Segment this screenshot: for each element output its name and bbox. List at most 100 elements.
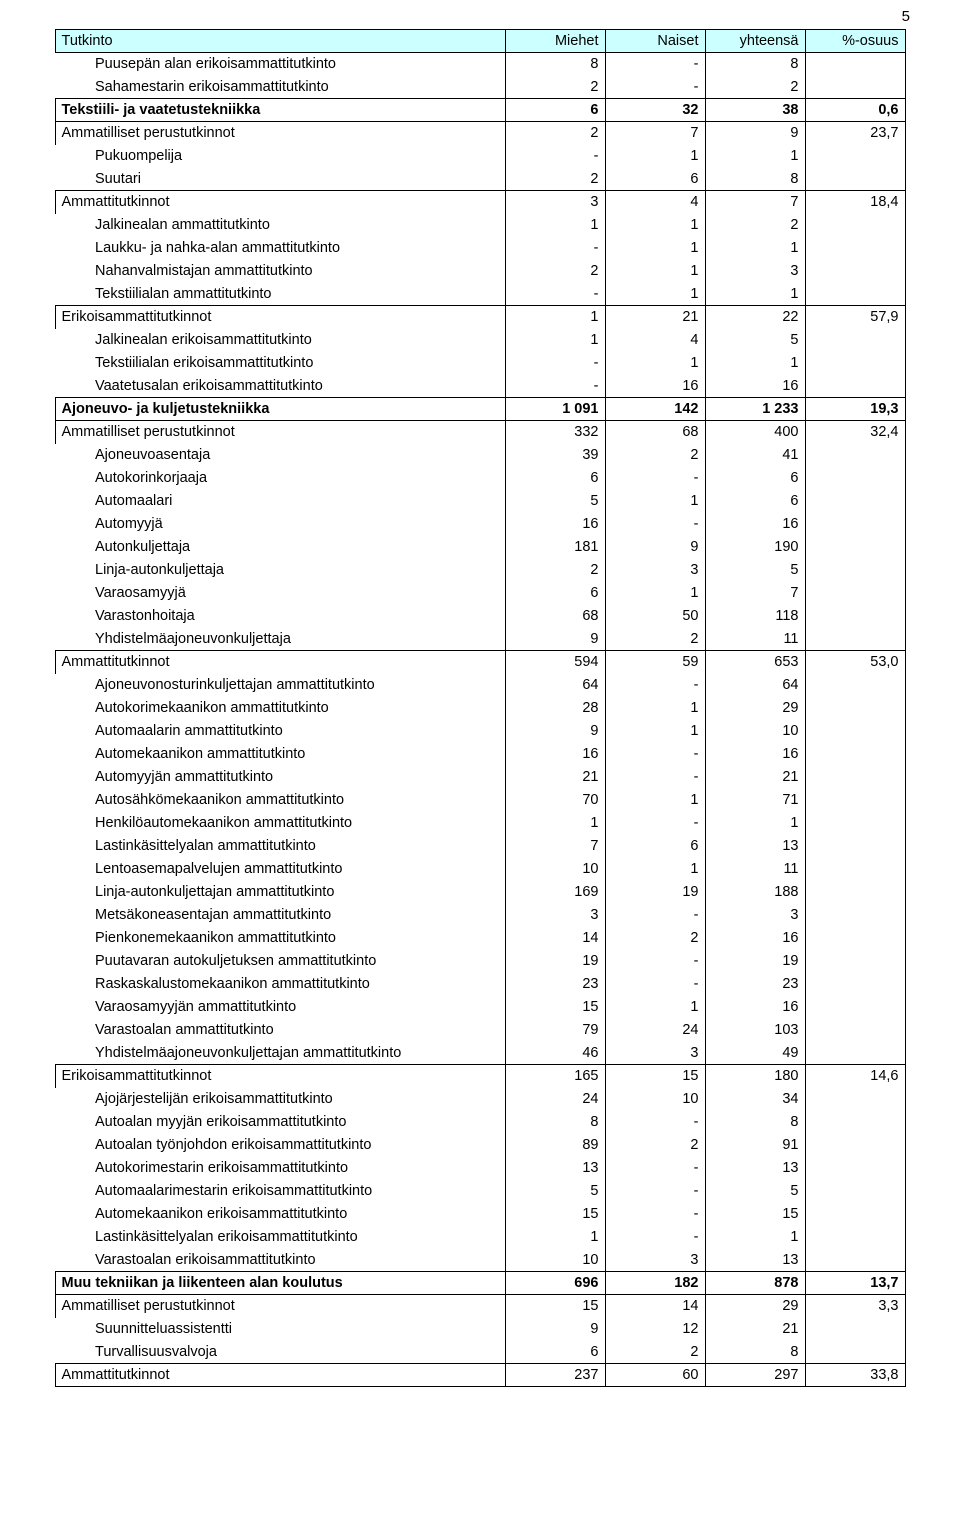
row-value — [805, 1341, 905, 1364]
row-label: Tekstiilialan ammattitutkinto — [55, 283, 505, 306]
row-label: Varaosamyyjän ammattitutkinto — [55, 996, 505, 1019]
row-value: 6 — [705, 467, 805, 490]
row-value: 1 — [605, 260, 705, 283]
row-value: - — [505, 145, 605, 168]
row-value: - — [605, 904, 705, 927]
table-row: Jalkinealan erikoisammattitutkinto145 — [55, 329, 905, 352]
row-value: 7 — [505, 835, 605, 858]
row-value — [805, 352, 905, 375]
row-value: 21 — [705, 1318, 805, 1341]
row-value — [805, 1249, 905, 1272]
row-value: 6 — [505, 582, 605, 605]
row-value — [805, 76, 905, 99]
table-row: Yhdistelmäajoneuvonkuljettaja9211 — [55, 628, 905, 651]
row-value: 10 — [505, 858, 605, 881]
row-value: 181 — [505, 536, 605, 559]
row-value: 14 — [505, 927, 605, 950]
row-value: 8 — [705, 168, 805, 191]
row-value — [805, 214, 905, 237]
row-label: Sahamestarin erikoisammattitutkinto — [55, 76, 505, 99]
row-value: 70 — [505, 789, 605, 812]
row-label: Lentoasemapalvelujen ammattitutkinto — [55, 858, 505, 881]
row-value: 653 — [705, 651, 805, 674]
column-header: Naiset — [605, 30, 705, 53]
row-label: Yhdistelmäajoneuvonkuljettajan ammattitu… — [55, 1042, 505, 1065]
row-value: 59 — [605, 651, 705, 674]
row-value — [805, 1203, 905, 1226]
row-label: Varastonhoitaja — [55, 605, 505, 628]
row-label: Ammattitutkinnot — [55, 1364, 505, 1387]
row-value: 696 — [505, 1272, 605, 1295]
row-value: 332 — [505, 421, 605, 444]
row-label: Raskaskalustomekaanikon ammattitutkinto — [55, 973, 505, 996]
row-value — [805, 789, 905, 812]
row-label: Yhdistelmäajoneuvonkuljettaja — [55, 628, 505, 651]
row-value: 188 — [705, 881, 805, 904]
row-label: Automyyjän ammattitutkinto — [55, 766, 505, 789]
table-row: Varastoalan ammattitutkinto7924103 — [55, 1019, 905, 1042]
row-value: 6 — [505, 1341, 605, 1364]
row-label: Varaosamyyjä — [55, 582, 505, 605]
row-value: 34 — [705, 1088, 805, 1111]
row-value: 9 — [605, 536, 705, 559]
row-value: 28 — [505, 697, 605, 720]
row-value — [805, 1134, 905, 1157]
row-value — [805, 973, 905, 996]
table-row: Autoalan myyjän erikoisammattitutkinto8-… — [55, 1111, 905, 1134]
row-value: 32,4 — [805, 421, 905, 444]
row-value: 19 — [505, 950, 605, 973]
row-label: Varastoalan ammattitutkinto — [55, 1019, 505, 1042]
row-value: 1 — [705, 145, 805, 168]
row-label: Linja-autonkuljettaja — [55, 559, 505, 582]
row-value: 53,0 — [805, 651, 905, 674]
table-row: Ajoneuvoasentaja39241 — [55, 444, 905, 467]
row-value: 1 — [705, 237, 805, 260]
row-value — [805, 697, 905, 720]
row-value: 180 — [705, 1065, 805, 1088]
row-value: 2 — [605, 927, 705, 950]
row-label: Henkilöautomekaanikon ammattitutkinto — [55, 812, 505, 835]
row-label: Autokorimekaanikon ammattitutkinto — [55, 697, 505, 720]
row-label: Laukku- ja nahka-alan ammattitutkinto — [55, 237, 505, 260]
row-value: 57,9 — [805, 306, 905, 329]
row-label: Ajoneuvoasentaja — [55, 444, 505, 467]
row-value: 16 — [705, 513, 805, 536]
row-value: 1 233 — [705, 398, 805, 421]
row-value: 1 — [505, 306, 605, 329]
row-label: Ajoneuvonosturinkuljettajan ammattitutki… — [55, 674, 505, 697]
row-value: 16 — [505, 513, 605, 536]
table-row: Nahanvalmistajan ammattitutkinto213 — [55, 260, 905, 283]
row-value: 3 — [505, 191, 605, 214]
row-label: Ammattitutkinnot — [55, 191, 505, 214]
row-value: 165 — [505, 1065, 605, 1088]
table-row: Vaatetusalan erikoisammattitutkinto-1616 — [55, 375, 905, 398]
row-value: 5 — [505, 490, 605, 513]
table-row: Varaosamyyjä617 — [55, 582, 905, 605]
row-value: 142 — [605, 398, 705, 421]
row-value: 4 — [605, 329, 705, 352]
table-row: Yhdistelmäajoneuvonkuljettajan ammattitu… — [55, 1042, 905, 1065]
row-value — [805, 1019, 905, 1042]
table-row: Autokorinkorjaaja6-6 — [55, 467, 905, 490]
qualification-table: TutkintoMiehetNaisetyhteensä%-osuusPuuse… — [55, 29, 906, 1387]
row-value: 15 — [605, 1065, 705, 1088]
row-value: - — [605, 76, 705, 99]
row-value: 60 — [605, 1364, 705, 1387]
row-label: Lastinkäsittelyalan ammattitutkinto — [55, 835, 505, 858]
row-value: 6 — [605, 835, 705, 858]
row-value: - — [505, 375, 605, 398]
row-value — [805, 743, 905, 766]
row-value: 1 — [705, 812, 805, 835]
row-value: 13 — [705, 1249, 805, 1272]
row-value: 1 — [505, 329, 605, 352]
row-value: - — [605, 1203, 705, 1226]
table-row: Automekaanikon erikoisammattitutkinto15-… — [55, 1203, 905, 1226]
row-value: 2 — [705, 214, 805, 237]
row-value: 5 — [505, 1180, 605, 1203]
row-value: 21 — [605, 306, 705, 329]
row-value: - — [505, 237, 605, 260]
row-value: 1 — [505, 214, 605, 237]
row-value: 14,6 — [805, 1065, 905, 1088]
table-row: Varastonhoitaja6850118 — [55, 605, 905, 628]
row-value: 0,6 — [805, 99, 905, 122]
